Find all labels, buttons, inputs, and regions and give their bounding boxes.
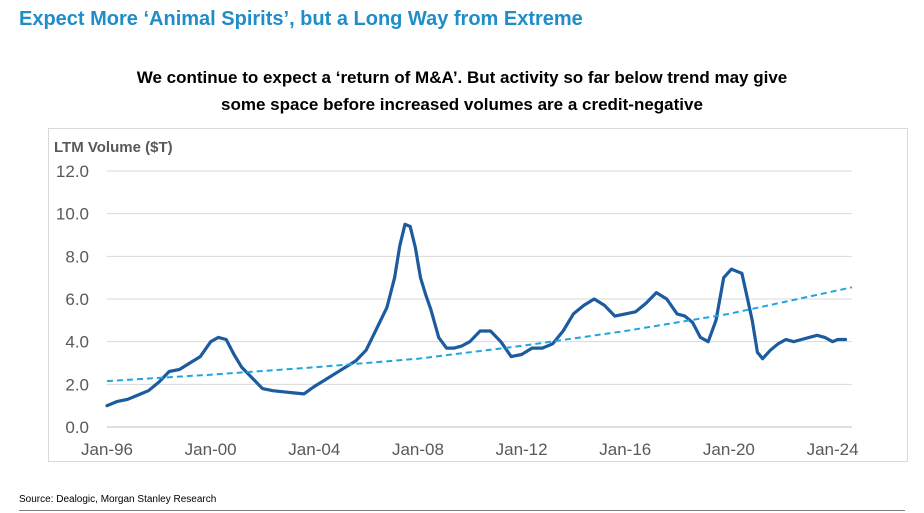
x-tick-label: Jan-16 <box>599 440 651 459</box>
y-tick-label: 6.0 <box>65 290 89 309</box>
x-tick-label: Jan-00 <box>185 440 237 459</box>
chart-subtitle: We continue to expect a ‘return of M&A’.… <box>0 64 924 118</box>
footer-divider <box>19 510 905 511</box>
x-tick-label: Jan-20 <box>703 440 755 459</box>
ltm-volume-line <box>105 222 848 408</box>
x-tick-label: Jan-12 <box>496 440 548 459</box>
subtitle-line-1: We continue to expect a ‘return of M&A’.… <box>136 68 788 87</box>
y-tick-label: 4.0 <box>65 333 89 352</box>
x-tick-label: Jan-08 <box>392 440 444 459</box>
x-axis-ticks: Jan-96 Jan-00 Jan-04 Jan-08 Jan-12 Jan-16 Jan-… <box>81 440 859 459</box>
grid-lines <box>107 170 852 428</box>
y-tick-label: 0.0 <box>65 418 89 437</box>
source-note: Source: Dealogic, Morgan Stanley Researc… <box>19 494 217 505</box>
y-axis-label: LTM Volume ($T) <box>54 139 173 156</box>
subtitle-line-2: some space before increased volumes are … <box>221 95 703 114</box>
x-tick-label: Jan-96 <box>81 440 133 459</box>
y-axis-ticks: 0.0 2.0 4.0 6.0 8.0 10.0 12.0 <box>56 162 89 437</box>
y-tick-label: 12.0 <box>56 162 89 181</box>
x-tick-label: Jan-04 <box>288 440 340 459</box>
series-lines <box>105 222 853 408</box>
chart-frame <box>48 128 908 462</box>
page-title: Expect More ‘Animal Spirits’, but a Long… <box>19 8 583 30</box>
y-tick-label: 2.0 <box>65 375 89 394</box>
trend-line <box>106 286 853 383</box>
y-tick-label: 8.0 <box>65 247 89 266</box>
x-tick-label: Jan-24 <box>807 440 859 459</box>
y-tick-label: 10.0 <box>56 205 89 224</box>
